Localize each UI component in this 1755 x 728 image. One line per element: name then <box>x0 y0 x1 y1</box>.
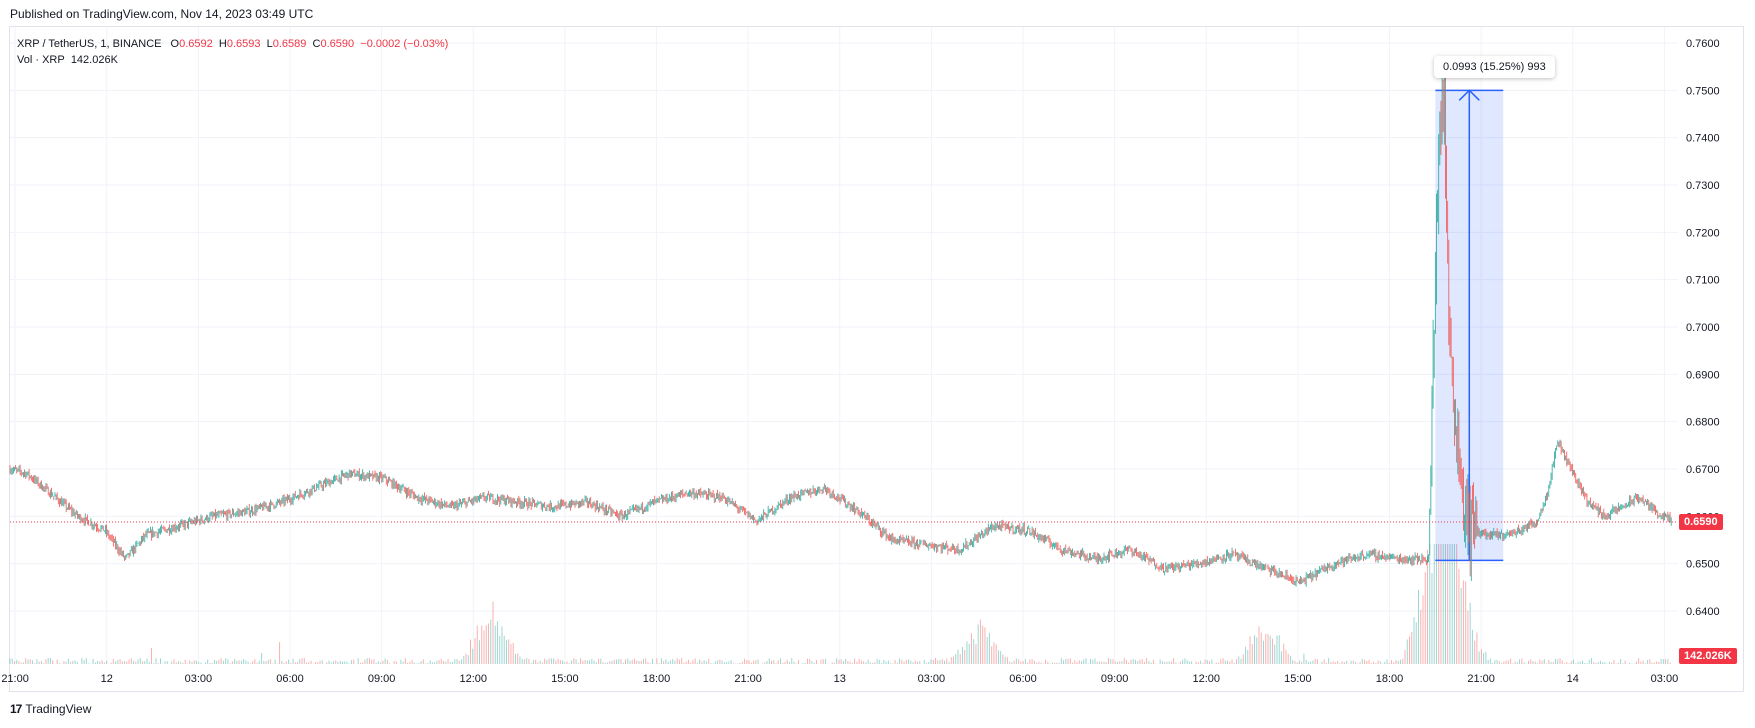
candles <box>9 70 1672 587</box>
time-tick-label: 21:00 <box>1 673 29 685</box>
tradingview-logo-icon: 17 <box>10 702 22 716</box>
close-label: C <box>312 38 321 50</box>
time-tick-label: 21:00 <box>734 673 762 685</box>
footer-brand[interactable]: 17 TradingView <box>10 702 91 716</box>
time-tick-label: 06:00 <box>1009 673 1037 685</box>
volume-legend: Vol · XRP 142.026K <box>17 52 118 68</box>
volume-bars <box>9 544 1671 664</box>
price-tick-label: 0.6700 <box>1686 464 1720 476</box>
time-tick-label: 14 <box>1567 673 1579 685</box>
time-tick-label: 18:00 <box>643 673 671 685</box>
open-value: 0.6592 <box>179 38 213 50</box>
time-tick-label: 12:00 <box>459 673 487 685</box>
grid-lines <box>10 27 1678 665</box>
price-tick-label: 0.7200 <box>1686 227 1720 239</box>
price-tick-label: 0.7000 <box>1686 322 1720 334</box>
price-tick-label: 0.6400 <box>1686 606 1720 618</box>
price-tick-label: 0.7300 <box>1686 180 1720 192</box>
price-tick-label: 0.7500 <box>1686 85 1720 97</box>
change-value: −0.0002 (−0.03%) <box>360 38 449 50</box>
time-tick-label: 15:00 <box>551 673 579 685</box>
measure-arrow-head <box>1458 89 1480 101</box>
time-tick-label: 21:00 <box>1467 673 1495 685</box>
time-tick-label: 06:00 <box>276 673 304 685</box>
price-tick-label: 0.6800 <box>1686 417 1720 429</box>
time-tick-label: 13 <box>834 673 846 685</box>
chart-frame <box>9 26 1744 692</box>
last-price-badge: 0.6590 <box>1679 514 1723 530</box>
close-value: 0.6590 <box>320 38 355 50</box>
price-tick-label: 0.7600 <box>1686 38 1720 50</box>
high-value: 0.6593 <box>226 38 261 50</box>
volume-label: Vol · XRP <box>17 54 65 66</box>
price-tick-label: 0.6500 <box>1686 559 1720 571</box>
brand-label: TradingView <box>25 702 92 716</box>
price-tick-label: 0.6900 <box>1686 369 1720 381</box>
chart-legend: XRP / TetherUS, 1, BINANCE O0.6592 H0.65… <box>17 36 448 52</box>
price-axis: 0.64000.65000.66000.67000.68000.69000.70… <box>1686 38 1720 618</box>
time-axis: 21:00 12 03:00 06:00 09:00 12:00 15:00 18:00 21:… <box>1 673 1678 685</box>
time-tick-label: 03:00 <box>918 673 946 685</box>
last-volume-badge: 142.026K <box>1679 648 1737 664</box>
published-header: Published on TradingView.com, Nov 14, 20… <box>10 7 314 21</box>
price-tick-label: 0.7100 <box>1686 275 1720 287</box>
time-tick-label: 03:00 <box>185 673 213 685</box>
time-tick-label: 15:00 <box>1284 673 1312 685</box>
measure-tooltip[interactable]: 0.0993 (15.25%) 993 <box>1434 56 1555 78</box>
time-tick-label: 12:00 <box>1193 673 1221 685</box>
price-tick-label: 0.7400 <box>1686 133 1720 145</box>
low-value: 0.6589 <box>272 38 307 50</box>
time-tick-label: 03:00 <box>1651 673 1679 685</box>
time-tick-label: 12 <box>101 673 113 685</box>
high-label: H <box>218 38 227 50</box>
low-label: L <box>266 38 273 50</box>
time-tick-label: 18:00 <box>1376 673 1404 685</box>
time-tick-label: 09:00 <box>1101 673 1129 685</box>
volume-value: 142.026K <box>70 54 118 66</box>
open-label: O <box>170 38 180 50</box>
time-tick-label: 09:00 <box>368 673 396 685</box>
symbol-label: XRP / TetherUS, 1, BINANCE <box>17 38 162 50</box>
